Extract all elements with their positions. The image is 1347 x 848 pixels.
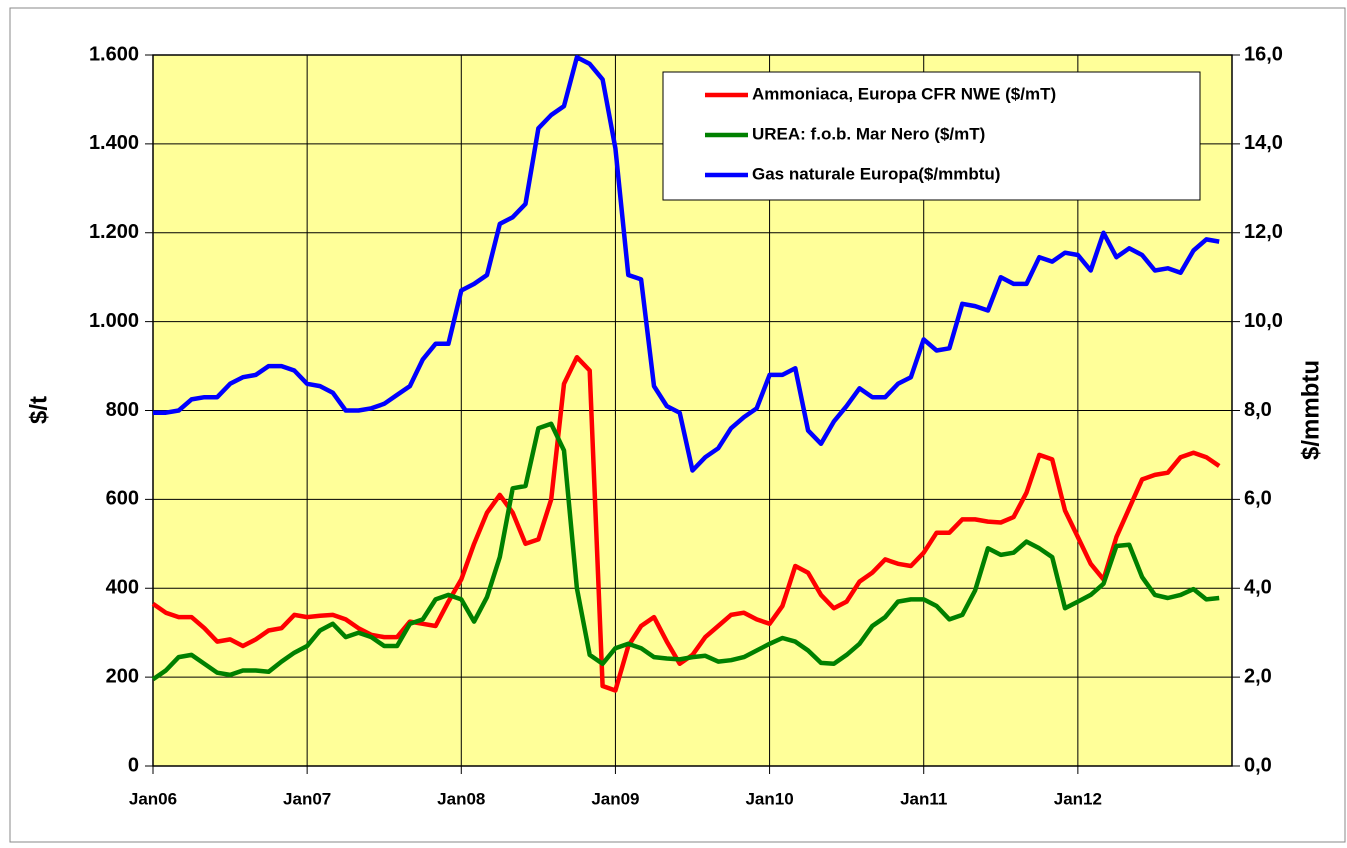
x-tick-label: Jan10 — [745, 789, 793, 808]
y2-tick-label: 8,0 — [1244, 399, 1272, 421]
y2-tick-label: 0,0 — [1244, 754, 1272, 776]
x-tick-label: Jan12 — [1054, 789, 1102, 808]
y-tick-label: 400 — [106, 577, 139, 599]
y-tick-label: 0 — [128, 754, 139, 776]
legend-label: Ammoniaca, Europa CFR NWE ($/mT) — [752, 84, 1056, 103]
x-tick-label: Jan08 — [437, 789, 485, 808]
series-line — [151, 421, 1220, 682]
x-tick-label: Jan07 — [283, 789, 331, 808]
y2-tick-label: 10,0 — [1244, 310, 1283, 332]
y2-tick-label: 4,0 — [1244, 577, 1272, 599]
y-tick-label: 1.600 — [89, 43, 139, 65]
series-line — [153, 54, 1220, 473]
y2-tick-label: 16,0 — [1244, 43, 1283, 65]
legend-label: Gas naturale Europa($/mmbtu) — [752, 164, 1000, 183]
y2-tick-label: 14,0 — [1244, 132, 1283, 154]
y2-axis-title: $/mmbtu — [1297, 360, 1324, 460]
y-axis-title: $/t — [25, 396, 52, 424]
y2-tick-label: 2,0 — [1244, 665, 1272, 687]
y2-tick-label: 6,0 — [1244, 488, 1272, 510]
x-tick-label: Jan06 — [129, 789, 177, 808]
y-tick-label: 600 — [106, 488, 139, 510]
y2-tick-label: 12,0 — [1244, 221, 1283, 243]
x-tick-label: Jan11 — [900, 789, 947, 808]
y-tick-label: 200 — [106, 665, 139, 687]
x-tick-label: Jan09 — [591, 789, 639, 808]
y-tick-label: 1.200 — [89, 221, 139, 243]
legend-label: UREA: f.o.b. Mar Nero ($/mT) — [752, 124, 985, 143]
y-tick-label: 1.400 — [89, 132, 139, 154]
legend-box — [662, 71, 1201, 201]
y-tick-label: 800 — [106, 399, 139, 421]
y-tick-label: 1.000 — [89, 310, 139, 332]
